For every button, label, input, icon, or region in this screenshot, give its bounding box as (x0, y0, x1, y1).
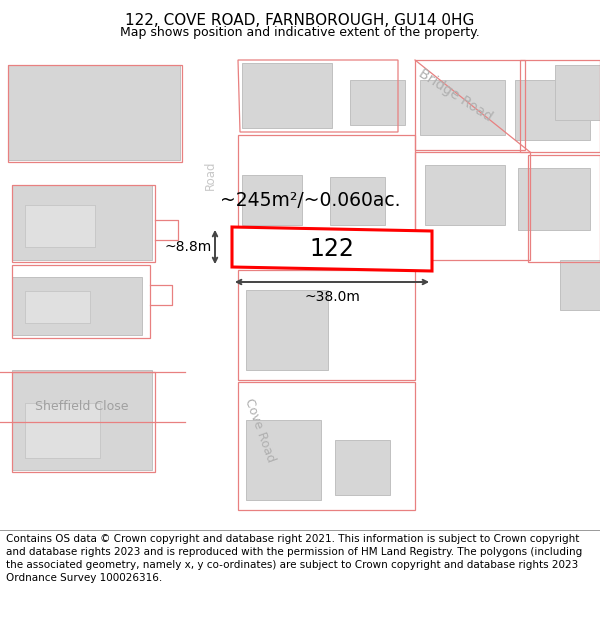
Bar (330, 177, 385, 225)
Bar (425, 165, 505, 225)
Bar (25, 205, 95, 247)
Bar (25, 403, 100, 458)
Polygon shape (0, 490, 50, 530)
Polygon shape (0, 392, 185, 422)
Bar (246, 420, 321, 500)
Bar (515, 80, 590, 140)
Text: Map shows position and indicative extent of the property.: Map shows position and indicative extent… (120, 26, 480, 39)
Bar (12, 185, 152, 260)
Bar (246, 290, 328, 370)
Text: ~245m²/~0.060ac.: ~245m²/~0.060ac. (220, 191, 400, 210)
Bar (518, 168, 590, 230)
Bar (242, 175, 302, 225)
Bar (555, 65, 600, 120)
Bar (420, 80, 505, 135)
Bar (12, 370, 152, 470)
Bar (560, 260, 600, 310)
Text: Bridge Road: Bridge Road (416, 66, 494, 124)
Polygon shape (232, 227, 432, 271)
Text: Road: Road (203, 160, 217, 190)
Text: ~38.0m: ~38.0m (304, 290, 360, 304)
Text: Contains OS data © Crown copyright and database right 2021. This information is : Contains OS data © Crown copyright and d… (6, 534, 582, 583)
Bar (335, 440, 390, 495)
Polygon shape (190, 52, 285, 530)
Text: 122, COVE ROAD, FARNBOROUGH, GU14 0HG: 122, COVE ROAD, FARNBOROUGH, GU14 0HG (125, 13, 475, 28)
Text: Sheffield Close: Sheffield Close (35, 401, 129, 414)
Text: 122: 122 (310, 237, 355, 261)
Bar (242, 63, 332, 128)
Bar (25, 291, 90, 323)
Bar (8, 65, 180, 160)
Bar (12, 277, 142, 335)
Text: ~8.8m: ~8.8m (165, 240, 212, 254)
Text: Cove Road: Cove Road (242, 396, 278, 464)
Polygon shape (345, 52, 600, 225)
Bar (350, 80, 405, 125)
